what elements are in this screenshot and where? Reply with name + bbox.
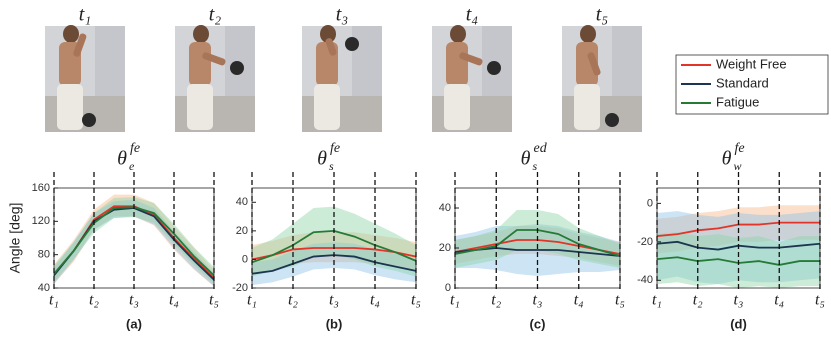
photo-label: t₁	[79, 4, 92, 26]
x-tick-label: t₄	[370, 292, 380, 309]
x-tick-label: t₂	[89, 292, 99, 309]
y-tick-label: 0	[445, 282, 451, 294]
subplot-label: (b)	[326, 316, 343, 331]
y-tick-label: -20	[637, 236, 653, 248]
y-tick-label: 20	[439, 242, 451, 254]
subplot-label: (c)	[530, 316, 546, 331]
legend-label: Standard	[716, 75, 769, 90]
person-head	[580, 25, 596, 43]
person-head	[450, 25, 466, 43]
title-sub: e	[129, 159, 135, 173]
x-tick-label: t₄	[169, 292, 179, 309]
person-arm	[587, 52, 601, 76]
photo-label: t₅	[596, 4, 609, 26]
x-tick-label: t₃	[329, 292, 339, 309]
title-symbol: θ	[722, 148, 732, 170]
title-sup: fe	[330, 141, 340, 156]
y-tick-label: 0	[242, 253, 248, 265]
x-tick-label: t₅	[815, 292, 825, 309]
y-axis-label: Angle [deg]	[7, 203, 23, 274]
title-sub: s	[329, 159, 334, 173]
person-shorts	[57, 84, 83, 130]
dumbbell	[487, 61, 501, 75]
person-arm	[73, 33, 87, 57]
y-tick-label: 40	[38, 282, 50, 294]
x-tick-label: t₅	[209, 292, 219, 309]
person-shorts	[574, 84, 600, 130]
y-tick-label: -20	[232, 282, 248, 294]
title-symbol: θ	[521, 148, 531, 170]
photo-wall	[612, 26, 642, 96]
x-tick-label: t₃	[733, 292, 743, 309]
x-tick-label: t₄	[774, 292, 784, 309]
photo-wall	[352, 26, 382, 96]
dumbbell	[230, 61, 244, 75]
x-tick-label: t₁	[450, 292, 460, 309]
person-head	[63, 25, 79, 43]
photo-wall	[225, 26, 255, 96]
title-sup: fe	[130, 141, 140, 156]
legend-label: Weight Free	[716, 56, 787, 71]
person-arm	[459, 52, 483, 66]
photo-wall	[482, 26, 512, 96]
title-sup: fe	[735, 141, 745, 156]
dumbbell	[605, 113, 619, 127]
x-tick-label: t₃	[532, 292, 542, 309]
y-tick-label: 20	[236, 225, 248, 237]
person-torso	[446, 42, 468, 86]
title-symbol: θ	[317, 148, 327, 170]
subplot-label: (d)	[730, 316, 747, 331]
person-torso	[189, 42, 211, 86]
title-sub: s	[533, 159, 538, 173]
title-sup: ed	[534, 141, 548, 156]
photo-label: t₃	[336, 4, 349, 26]
y-tick-label: 0	[647, 197, 653, 209]
title-symbol: θ	[117, 148, 127, 170]
photo-label: t₂	[209, 4, 222, 26]
x-tick-label: t₂	[491, 292, 501, 309]
x-tick-label: t₁	[49, 292, 59, 309]
dumbbell	[345, 37, 359, 51]
title-sub: w	[734, 159, 742, 173]
x-tick-label: t₅	[615, 292, 625, 309]
x-tick-label: t₃	[129, 292, 139, 309]
subplot-label: (a)	[126, 316, 142, 331]
x-tick-label: t₁	[247, 292, 257, 309]
person-arm	[202, 52, 226, 66]
x-tick-label: t₂	[288, 292, 298, 309]
y-tick-label: 80	[38, 249, 50, 261]
y-tick-label: 120	[32, 215, 50, 227]
person-head	[193, 25, 209, 43]
dumbbell	[82, 113, 96, 127]
plot-area	[455, 210, 620, 276]
error-band	[54, 194, 214, 287]
x-tick-label: t₁	[652, 292, 662, 309]
person-head	[320, 25, 336, 43]
y-tick-label: 40	[439, 202, 451, 214]
y-tick-label: 160	[32, 182, 50, 194]
person-shorts	[444, 84, 470, 130]
x-tick-label: t₄	[574, 292, 584, 309]
y-tick-label: -40	[637, 274, 653, 286]
person-arm	[325, 38, 337, 56]
person-shorts	[314, 84, 340, 130]
photo-label: t₄	[466, 4, 479, 26]
x-tick-label: t₂	[693, 292, 703, 309]
legend-label: Fatigue	[716, 94, 759, 109]
y-tick-label: 40	[236, 196, 248, 208]
x-tick-label: t₅	[411, 292, 421, 309]
photo-wall	[95, 26, 125, 96]
person-shorts	[187, 84, 213, 130]
